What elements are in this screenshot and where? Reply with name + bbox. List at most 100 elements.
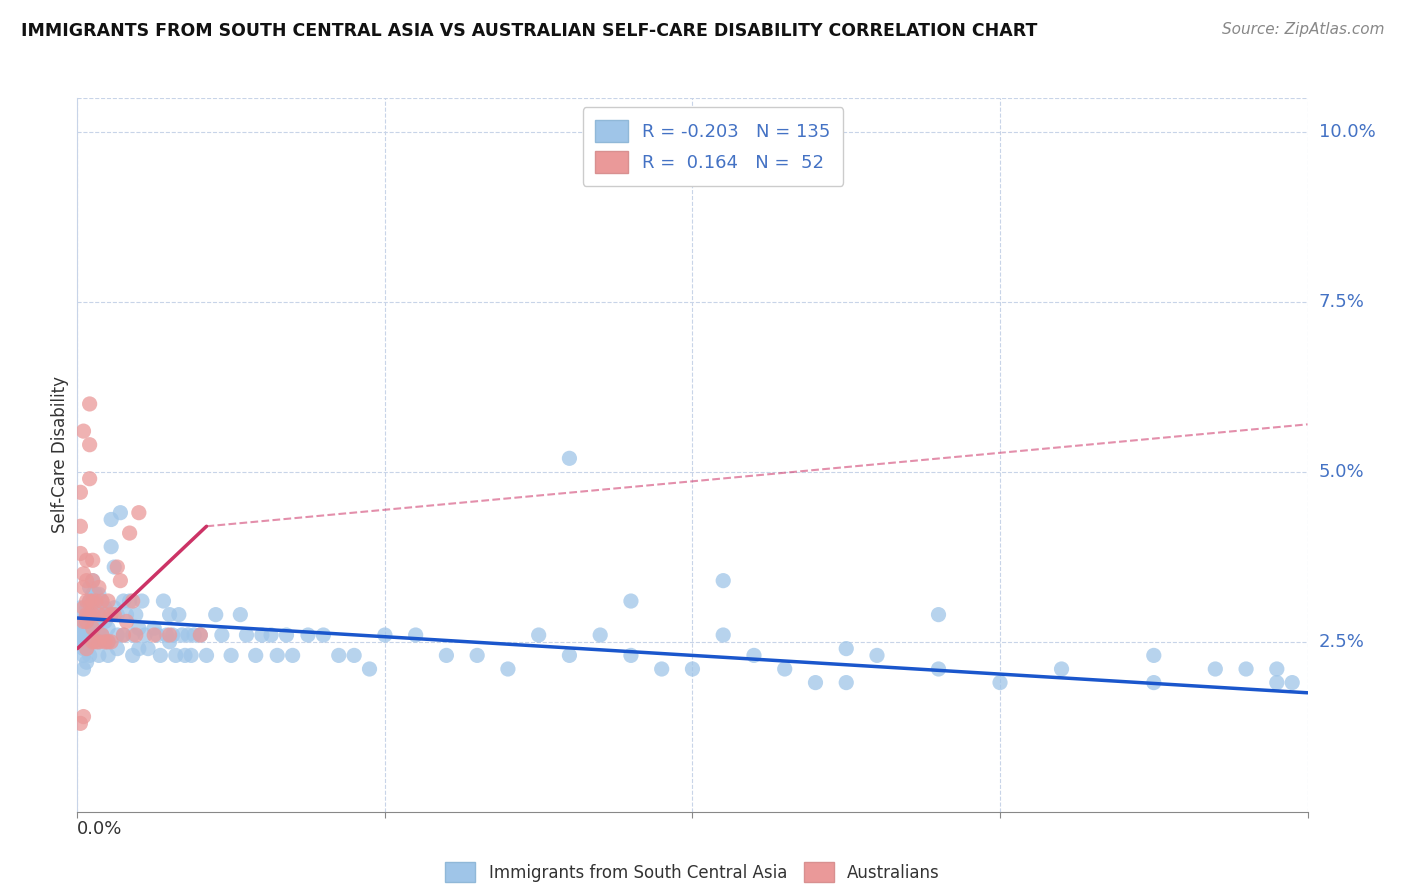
Point [82,621,104,635]
Point [90,594,114,608]
Point [100,635,122,649]
Text: 7.5%: 7.5% [1319,293,1365,311]
Point [115,607,138,622]
Point [128,506,150,520]
Point [134,628,156,642]
Point [125,628,148,642]
Point [69,628,91,642]
Point [94,615,117,629]
Point [103,560,125,574]
Point [103,607,125,622]
Point [76,655,98,669]
Point [170,628,193,642]
Point [79,621,101,635]
Point [188,628,212,642]
Point [149,648,172,663]
Point [87,628,110,642]
Point [195,648,218,663]
Point [82,553,104,567]
Point [162,628,184,642]
Point [436,648,458,663]
Point [835,675,858,690]
Point [97,621,120,635]
Point [1281,675,1303,690]
Point [76,628,98,642]
Point [87,607,110,622]
Point [174,648,197,663]
Point [69,485,91,500]
Point [69,635,91,649]
Point [143,628,166,642]
Point [87,587,110,601]
Point [72,709,94,723]
Point [711,628,734,642]
Point [82,635,104,649]
Point [97,635,120,649]
Point [167,607,190,622]
Point [82,607,104,622]
Point [79,472,101,486]
Point [76,641,98,656]
Point [312,628,335,642]
Point [76,635,98,649]
Point [82,587,104,601]
Point [90,607,114,622]
Point [82,628,104,642]
Point [94,635,117,649]
Point [87,600,110,615]
Point [558,648,581,663]
Point [128,641,150,656]
Text: Source: ZipAtlas.com: Source: ZipAtlas.com [1222,22,1385,37]
Point [79,607,101,622]
Point [496,662,519,676]
Point [121,594,143,608]
Point [76,574,98,588]
Point [87,648,110,663]
Point [180,648,202,663]
Point [76,553,98,567]
Point [84,615,107,629]
Point [1143,675,1166,690]
Point [328,648,350,663]
Point [105,641,128,656]
Point [297,628,319,642]
Point [266,648,288,663]
Point [465,648,488,663]
Point [82,600,104,615]
Point [76,607,98,622]
Point [136,641,159,656]
Point [155,628,177,642]
Point [128,621,150,635]
Point [112,628,135,642]
Point [79,607,101,622]
Point [651,662,673,676]
Point [72,600,94,615]
Point [1234,662,1257,676]
Point [69,615,91,629]
Point [143,621,166,635]
Point [69,600,91,615]
Point [69,546,91,560]
Point [84,587,107,601]
Point [1265,662,1288,676]
Point [343,648,366,663]
Text: 2.5%: 2.5% [1319,632,1365,651]
Point [188,628,212,642]
Point [103,600,125,615]
Point [165,648,187,663]
Point [90,594,114,608]
Point [1143,648,1166,663]
Point [76,600,98,615]
Point [804,675,827,690]
Point [72,581,94,595]
Point [159,628,181,642]
Point [235,628,257,642]
Point [79,594,101,608]
Point [112,594,135,608]
Point [100,607,122,622]
Point [121,648,143,663]
Point [72,641,94,656]
Point [69,716,91,731]
Point [988,675,1011,690]
Point [87,581,110,595]
